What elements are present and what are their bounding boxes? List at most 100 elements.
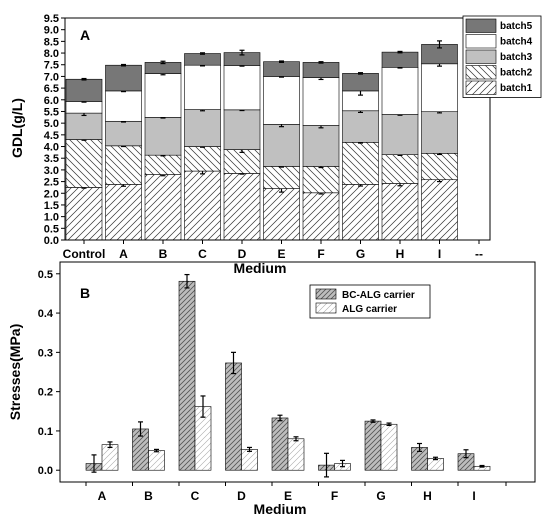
bar-batch3-f [302, 125, 340, 167]
error-bar-bc-alg-carrier-h [417, 442, 422, 452]
bar-batch3-b [144, 117, 182, 156]
x-tick-label-g: G [376, 489, 385, 503]
error-bar-bc-alg-carrier-c [184, 273, 190, 289]
bar-batch1-d [223, 173, 261, 241]
y-tick-label-a: 1.0 [44, 212, 59, 224]
bar-batch1-e [263, 188, 300, 241]
error-bar-bc-alg-carrier-a [91, 454, 97, 473]
bar-batch4-h [381, 67, 419, 115]
error-bar-alg-carrier-c [200, 395, 206, 418]
bar-batch3-h [381, 114, 419, 156]
error-bar-alg-carrier-i [479, 464, 485, 468]
x-tick-label-g: G [356, 247, 365, 261]
bar-batch2-a [105, 145, 142, 185]
error-bar-bc-alg-carrier-d [231, 351, 236, 375]
error-bar-batch5-i [437, 40, 442, 49]
bar-alg-carrier-e [287, 438, 305, 471]
bar-alg-carrier-b [148, 450, 165, 471]
bar-batch5-control [65, 78, 103, 102]
bar-batch3-c [184, 109, 221, 147]
y-tick-label-a: 6.0 [44, 95, 59, 107]
plot-frame-a [64, 17, 491, 241]
bar-batch4-i [421, 63, 458, 113]
x-tick-label-c: C [191, 489, 200, 503]
x-tick-label-i: I [438, 247, 441, 261]
bar-batch2-control [65, 139, 103, 188]
x-tick-label-: -- [475, 247, 483, 261]
legend-swatch-alg-carrier [315, 302, 337, 314]
error-bar-batch5-a [121, 63, 126, 67]
x-tick-label-a: A [119, 247, 128, 261]
y-tick-label-b: 0.3 [38, 347, 53, 359]
x-tick-label-c: C [198, 247, 207, 261]
bar-batch4-c [184, 64, 221, 110]
bar-batch2-c [184, 146, 221, 172]
error-bar-batch5-b [160, 60, 166, 65]
legend-swatch-batch4 [465, 34, 497, 49]
legend-label-batch2: batch2 [500, 68, 533, 79]
bar-batch3-g [342, 110, 379, 143]
y-tick-label-a: 2.5 [44, 177, 59, 189]
panel-b: B 0.0 0.1 0.2 0.3 0.4 0.5 A B C D E F G H I BC-ALG car… [7, 261, 536, 517]
x-tick-label-h: H [396, 247, 405, 261]
bar-batch1-g [342, 184, 379, 241]
x-tick-label-control: Control [63, 247, 106, 261]
bar-batch1-control [65, 187, 103, 241]
x-tick-label-f: F [331, 489, 338, 503]
bar-batch5-e [263, 61, 300, 77]
error-bar-batch5-g [358, 72, 363, 75]
y-tick-label-a: 0.0 [44, 235, 59, 247]
y-tick-label-a: 5.5 [44, 106, 59, 118]
y-tick-label-a: 0.5 [44, 223, 59, 235]
legend-label-batch3: batch3 [500, 52, 533, 63]
y-tick-label-a: 2.0 [44, 188, 59, 200]
legend-swatch-bc-alg-carrier [315, 288, 337, 300]
bar-batch1-b [144, 174, 182, 241]
error-bar-batch5-d [239, 49, 245, 56]
bar-batch1-f [302, 192, 340, 241]
x-tick-label-b: B [144, 489, 153, 503]
x-tick-label-f: F [317, 247, 324, 261]
bar-bc-alg-carrier-e [271, 417, 289, 471]
plot-frame-b [59, 261, 536, 483]
x-tick-label-e: E [284, 489, 292, 503]
bar-batch2-h [381, 154, 419, 184]
error-bar-batch5-c [200, 52, 205, 55]
y-tick-label-a: 9.5 [44, 13, 59, 25]
error-bar-alg-carrier-d [247, 446, 252, 452]
bar-batch5-a [105, 64, 142, 92]
panel-label-a: A [80, 27, 90, 43]
bar-batch2-i [421, 153, 458, 181]
bar-batch2-d [223, 149, 261, 174]
error-bar-alg-carrier-g [386, 422, 392, 427]
y-tick-label-a: 7.0 [44, 71, 59, 83]
x-tick-label-h: H [423, 489, 432, 503]
legend-label-batch4: batch4 [500, 37, 533, 48]
bar-batch4-b [144, 73, 182, 118]
x-axis-title-b: Medium [254, 501, 307, 517]
error-bar-batch5-e [279, 60, 284, 64]
legend-label-bc-alg-carrier: BC-ALG carrier [342, 290, 415, 301]
bar-bc-alg-carrier-c [178, 280, 196, 471]
bar-batch5-c [184, 53, 221, 66]
error-bar-bc-alg-carrier-b [138, 421, 143, 437]
bar-batch3-control [65, 112, 103, 140]
bar-batch1-a [105, 184, 142, 241]
legend-label-batch1: batch1 [500, 83, 533, 94]
error-bar-alg-carrier-h [433, 456, 438, 461]
bar-batch4-e [263, 76, 300, 125]
error-bar-batch5-f [318, 61, 324, 64]
y-tick-label-a: 6.5 [44, 83, 59, 95]
bar-batch3-a [105, 120, 142, 147]
bar-batch2-b [144, 154, 182, 175]
bar-batch5-h [381, 51, 419, 68]
y-tick-label-b: 0.4 [38, 308, 54, 320]
error-bar-alg-carrier-f [340, 459, 345, 468]
bar-batch1-c [184, 170, 221, 241]
error-bar-bc-alg-carrier-g [370, 419, 376, 423]
error-bar-bc-alg-carrier-f [324, 452, 329, 478]
bar-alg-carrier-g [380, 423, 398, 471]
y-axis-title-b: Stresses(MPa) [7, 324, 23, 421]
legend-a: batch5 batch4 batch3 batch2 batch1 [462, 15, 542, 98]
